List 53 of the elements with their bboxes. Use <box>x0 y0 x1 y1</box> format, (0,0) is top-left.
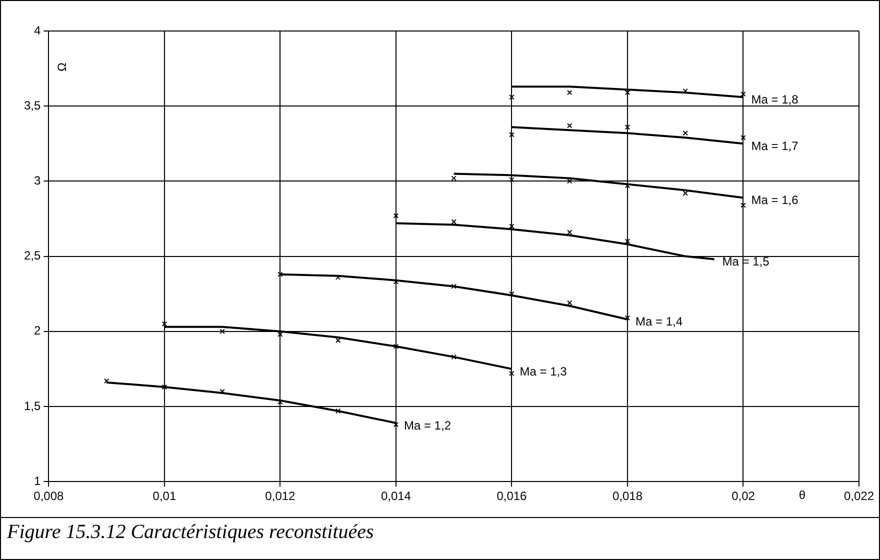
x-tick-label: 0,014 <box>380 489 412 504</box>
y-tick-label: 3 <box>34 174 41 188</box>
point <box>566 123 572 128</box>
point <box>740 202 746 208</box>
series-label: Ma = 1,8 <box>751 92 799 106</box>
point <box>509 94 514 100</box>
point <box>393 344 399 350</box>
series-label: Ma = 1,6 <box>751 193 799 208</box>
point <box>509 224 514 229</box>
x-tick-label: 0,008 <box>34 489 64 504</box>
point <box>624 124 630 130</box>
series-label: Ma = 1,4 <box>635 314 683 329</box>
point <box>335 338 341 344</box>
point <box>740 135 746 140</box>
x-tick-label: 0,02 <box>732 489 756 504</box>
point <box>162 384 168 390</box>
point <box>335 408 341 414</box>
point <box>566 90 572 96</box>
x-tick-label: 0,01 <box>152 489 176 504</box>
y-tick-label: 1,5 <box>24 398 41 413</box>
caption: Figure 15.3.12 Caractéristiques reconstituées <box>7 521 374 544</box>
point <box>509 370 514 376</box>
x-tick-label: 0,012 <box>265 489 296 504</box>
point <box>624 238 630 244</box>
point <box>566 230 572 235</box>
point <box>451 219 456 224</box>
series-label: Ma = 1,2 <box>404 418 452 432</box>
point <box>278 332 283 338</box>
y-tick-label: 2 <box>34 324 41 338</box>
point <box>682 190 688 196</box>
point <box>566 300 572 306</box>
x-tick-label: 0,018 <box>612 489 643 504</box>
x-tick-label: 0,022 <box>844 489 874 504</box>
point <box>220 328 225 334</box>
point <box>451 284 456 289</box>
y-axis-title: Ω <box>54 62 69 72</box>
x-axis-title: θ <box>798 488 806 502</box>
y-tick-label: 3,5 <box>24 98 41 112</box>
y-tick-label: 2,5 <box>24 248 41 263</box>
point <box>566 178 572 184</box>
point <box>451 176 456 181</box>
y-tick-label: 4 <box>34 23 41 38</box>
series-label: Ma = 1,7 <box>751 138 799 153</box>
point <box>335 274 341 280</box>
point <box>509 177 514 182</box>
point <box>509 132 514 138</box>
point <box>451 354 456 360</box>
x-tick-label: 0,016 <box>496 489 528 504</box>
point <box>682 130 688 136</box>
point <box>220 388 225 394</box>
point <box>393 213 399 218</box>
series-label: Ma = 1,3 <box>520 364 568 378</box>
y-tick-label: 1 <box>34 474 41 488</box>
